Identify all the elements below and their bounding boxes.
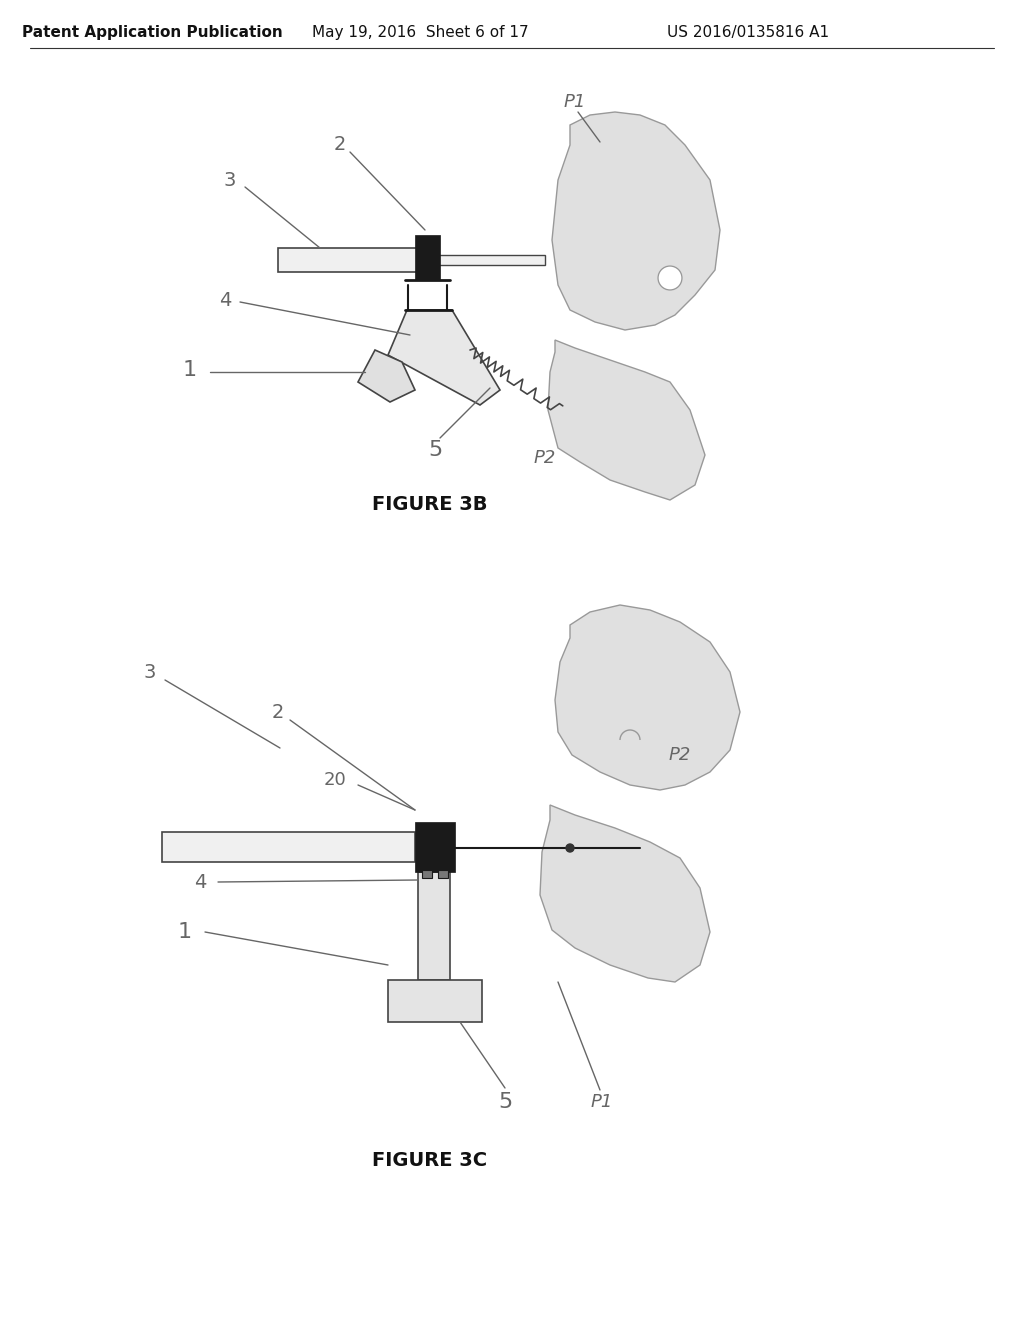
Polygon shape <box>278 248 425 272</box>
Text: US 2016/0135816 A1: US 2016/0135816 A1 <box>667 25 829 40</box>
Text: 2: 2 <box>334 136 346 154</box>
Polygon shape <box>555 605 740 789</box>
Text: P2: P2 <box>534 449 556 467</box>
Text: 5: 5 <box>498 1092 512 1111</box>
Bar <box>438 870 449 878</box>
Text: 4: 4 <box>219 290 231 309</box>
Polygon shape <box>425 255 545 265</box>
Polygon shape <box>358 350 415 403</box>
Polygon shape <box>548 341 705 500</box>
Text: 5: 5 <box>428 440 442 459</box>
Text: 3: 3 <box>224 170 237 190</box>
Polygon shape <box>388 310 500 405</box>
Polygon shape <box>415 822 455 873</box>
Text: P1: P1 <box>564 92 586 111</box>
Polygon shape <box>552 112 720 330</box>
Polygon shape <box>415 235 440 280</box>
Text: 1: 1 <box>183 360 197 380</box>
Text: P1: P1 <box>591 1093 613 1111</box>
Text: 1: 1 <box>178 921 193 942</box>
Text: P2: P2 <box>669 746 691 764</box>
Text: 4: 4 <box>194 873 206 891</box>
Circle shape <box>658 267 682 290</box>
Text: 3: 3 <box>143 663 157 681</box>
Polygon shape <box>540 805 710 982</box>
Circle shape <box>566 843 574 851</box>
Polygon shape <box>388 979 482 1022</box>
Text: Patent Application Publication: Patent Application Publication <box>22 25 283 40</box>
Text: May 19, 2016  Sheet 6 of 17: May 19, 2016 Sheet 6 of 17 <box>311 25 528 40</box>
Bar <box>422 870 432 878</box>
Text: FIGURE 3C: FIGURE 3C <box>373 1151 487 1170</box>
Polygon shape <box>162 832 415 862</box>
Polygon shape <box>418 873 450 979</box>
Text: FIGURE 3B: FIGURE 3B <box>373 495 487 515</box>
Text: 20: 20 <box>324 771 346 789</box>
Text: 2: 2 <box>271 702 285 722</box>
